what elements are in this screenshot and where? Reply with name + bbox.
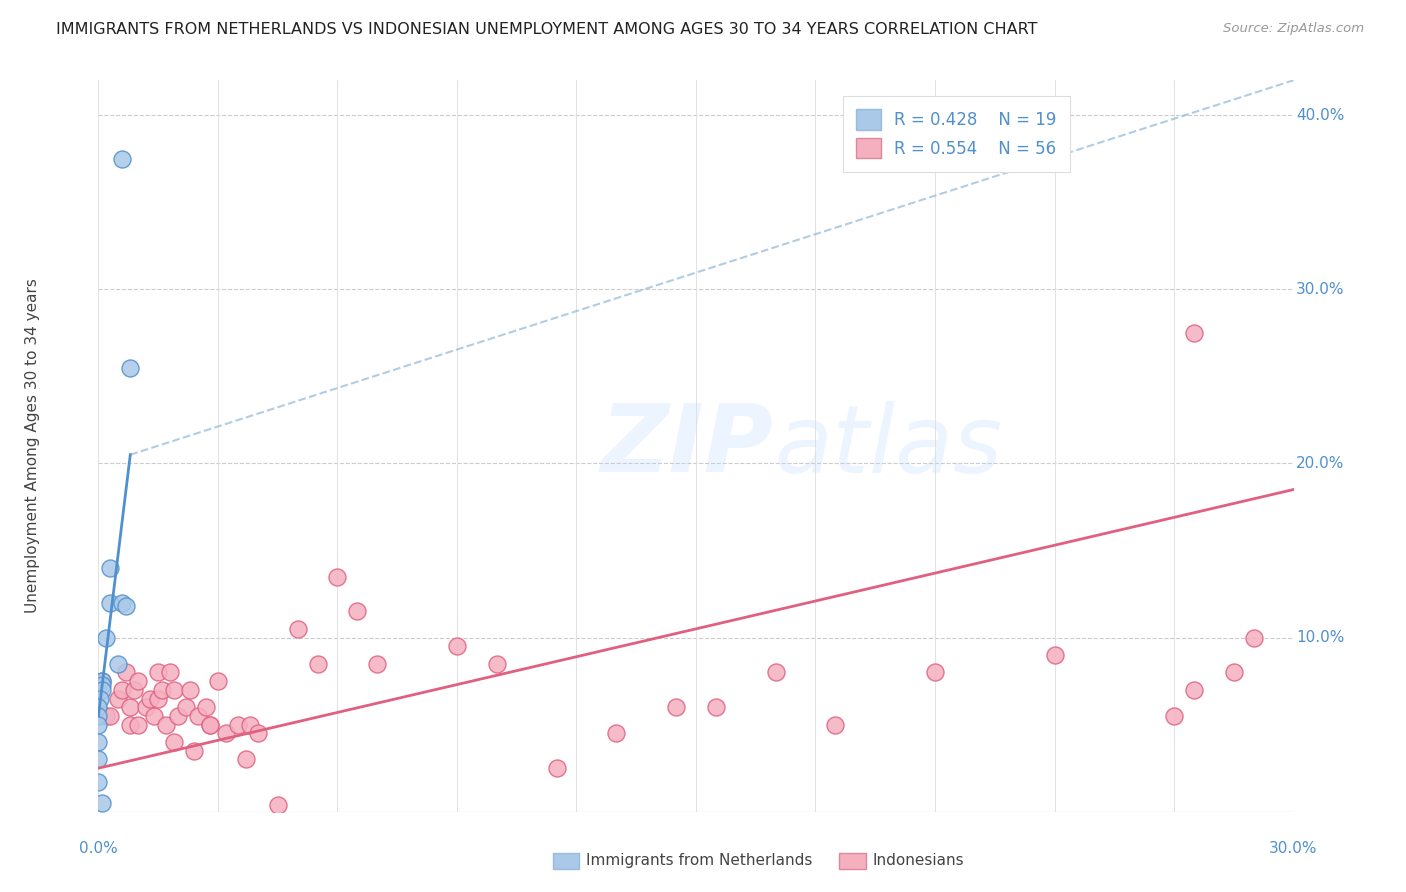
Point — [87, 752, 110, 766]
Point — [346, 604, 368, 618]
Text: Source: ZipAtlas.com: Source: ZipAtlas.com — [1223, 22, 1364, 36]
Point — [235, 752, 257, 766]
Point — [485, 657, 508, 671]
Point — [665, 700, 688, 714]
Point — [96, 631, 118, 645]
Point — [143, 709, 166, 723]
Point — [246, 726, 269, 740]
Point — [111, 596, 134, 610]
Point — [148, 665, 170, 680]
Point — [446, 640, 468, 654]
Point — [111, 682, 134, 697]
Point — [174, 700, 197, 714]
Point — [765, 665, 787, 680]
Point — [135, 700, 157, 714]
Point — [198, 717, 221, 731]
Point — [115, 665, 138, 680]
Point — [87, 700, 110, 714]
FancyBboxPatch shape — [839, 853, 866, 869]
Point — [267, 797, 290, 812]
Point — [124, 682, 146, 697]
Point — [924, 665, 946, 680]
Point — [183, 744, 205, 758]
Point — [120, 717, 142, 731]
Text: 40.0%: 40.0% — [1296, 108, 1344, 122]
Point — [187, 709, 209, 723]
Point — [98, 596, 122, 610]
Point — [91, 682, 114, 697]
Point — [207, 674, 229, 689]
Point — [91, 677, 114, 691]
Point — [139, 691, 162, 706]
Point — [87, 717, 110, 731]
Point — [150, 682, 173, 697]
Point — [107, 691, 129, 706]
Point — [163, 682, 186, 697]
Point — [1243, 631, 1265, 645]
Point — [226, 717, 249, 731]
Point — [98, 709, 122, 723]
Point — [115, 599, 138, 614]
Point — [1222, 665, 1246, 680]
Point — [198, 717, 221, 731]
Text: 10.0%: 10.0% — [1296, 630, 1344, 645]
Point — [120, 360, 142, 375]
Point — [605, 726, 627, 740]
Point — [1043, 648, 1066, 662]
Point — [96, 709, 118, 723]
Point — [1182, 326, 1205, 340]
Point — [546, 761, 568, 775]
Text: Unemployment Among Ages 30 to 34 years: Unemployment Among Ages 30 to 34 years — [25, 278, 41, 614]
Point — [87, 775, 110, 789]
Point — [326, 569, 349, 583]
Point — [91, 796, 114, 810]
Point — [111, 152, 134, 166]
Point — [239, 717, 262, 731]
Text: atlas: atlas — [773, 401, 1002, 491]
Text: 30.0%: 30.0% — [1270, 841, 1317, 856]
Point — [704, 700, 727, 714]
Point — [91, 674, 114, 689]
Point — [163, 735, 186, 749]
Text: 0.0%: 0.0% — [79, 841, 118, 856]
Point — [155, 717, 177, 731]
Point — [120, 700, 142, 714]
Point — [287, 622, 309, 636]
Text: Immigrants from Netherlands: Immigrants from Netherlands — [586, 854, 813, 868]
Text: IMMIGRANTS FROM NETHERLANDS VS INDONESIAN UNEMPLOYMENT AMONG AGES 30 TO 34 YEARS: IMMIGRANTS FROM NETHERLANDS VS INDONESIA… — [56, 22, 1038, 37]
Point — [87, 709, 110, 723]
Point — [98, 561, 122, 575]
Text: 30.0%: 30.0% — [1296, 282, 1344, 297]
Point — [127, 717, 149, 731]
Point — [179, 682, 201, 697]
Point — [167, 709, 190, 723]
Point — [107, 657, 129, 671]
Point — [148, 691, 170, 706]
Point — [1182, 682, 1205, 697]
Point — [159, 665, 181, 680]
Text: ZIP: ZIP — [600, 400, 773, 492]
Point — [89, 691, 111, 706]
Point — [1163, 709, 1185, 723]
Legend: R = 0.428    N = 19, R = 0.554    N = 56: R = 0.428 N = 19, R = 0.554 N = 56 — [842, 96, 1070, 171]
Point — [366, 657, 388, 671]
Point — [87, 735, 110, 749]
Point — [194, 700, 218, 714]
Point — [307, 657, 329, 671]
Point — [215, 726, 238, 740]
Text: Indonesians: Indonesians — [873, 854, 965, 868]
FancyBboxPatch shape — [553, 853, 579, 869]
Point — [127, 674, 149, 689]
Point — [824, 717, 846, 731]
Point — [91, 674, 114, 689]
Text: 20.0%: 20.0% — [1296, 456, 1344, 471]
